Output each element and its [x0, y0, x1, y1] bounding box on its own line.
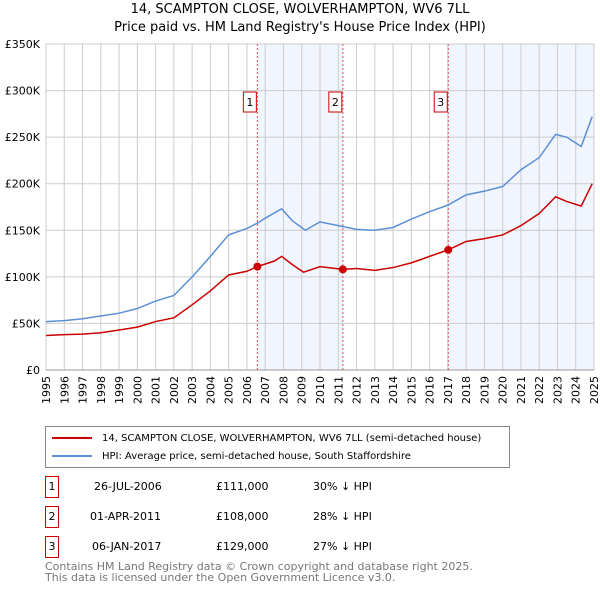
y-tick-label: £0 — [26, 364, 40, 377]
footer-licence: This data is licensed under the Open Gov… — [45, 571, 396, 584]
chart-subtitle: Price paid vs. HM Land Registry's House … — [114, 20, 486, 35]
y-tick-label: £50K — [12, 317, 41, 330]
transaction-hpi: 28% ↓ HPI — [313, 510, 372, 523]
y-tick-label: £300K — [5, 85, 41, 98]
x-tick-label: 1998 — [95, 376, 108, 404]
x-tick-label: 1997 — [77, 376, 90, 404]
x-tick-label: 2014 — [387, 376, 400, 404]
x-tick-label: 1995 — [40, 376, 53, 404]
legend: 14, SCAMPTON CLOSE, WOLVERHAMPTON, WV6 7… — [45, 426, 510, 468]
transaction-marker: 1 — [45, 476, 59, 498]
hpi-line — [45, 116, 593, 323]
x-tick-label: 2022 — [533, 376, 546, 404]
x-tick-label: 2001 — [150, 376, 163, 404]
sale-point — [338, 265, 347, 274]
transaction-price: £129,000 — [216, 540, 269, 553]
transaction-row: 2 01-APR-2011 £108,000 28% ↓ HPI — [45, 506, 465, 528]
x-tick-label: 1999 — [113, 376, 126, 404]
sale-point — [253, 262, 262, 271]
x-tick-label: 2008 — [277, 376, 290, 404]
sale-label-box — [328, 91, 343, 113]
x-tick-label: 2018 — [460, 376, 473, 404]
transaction-date: 01-APR-2011 — [90, 510, 162, 523]
x-tick-label: 2006 — [241, 376, 254, 404]
x-tick-label: 2005 — [223, 376, 236, 404]
y-tick-label: £350K — [5, 38, 41, 51]
legend-item-hpi: HPI: Average price, semi-detached house,… — [52, 448, 411, 464]
x-tick-label: 2015 — [405, 376, 418, 404]
chart-title: 14, SCAMPTON CLOSE, WOLVERHAMPTON, WV6 7… — [130, 2, 470, 17]
transaction-date: 26-JUL-2006 — [94, 480, 162, 493]
sale-label: 2 — [332, 96, 339, 109]
transaction-date: 06-JAN-2017 — [92, 540, 162, 553]
y-tick-label: £150K — [5, 224, 41, 237]
sale-label-box — [242, 91, 257, 113]
sale-label: 3 — [437, 96, 444, 109]
sale-label: 1 — [246, 96, 253, 109]
legend-swatch-red — [52, 437, 92, 439]
x-tick-label: 2002 — [168, 376, 181, 404]
legend-label: 14, SCAMPTON CLOSE, WOLVERHAMPTON, WV6 7… — [102, 432, 482, 444]
transaction-row: 3 06-JAN-2017 £129,000 27% ↓ HPI — [45, 536, 465, 558]
property-price-line — [45, 183, 593, 337]
legend-swatch-blue — [52, 455, 92, 457]
price-chart: £0 £50K £100K £150K £200K £250K £300K £350K 1995… — [5, 38, 600, 404]
transaction-row: 1 26-JUL-2006 £111,000 30% ↓ HPI — [45, 476, 465, 498]
x-tick-label: 2024 — [570, 376, 583, 404]
x-tick-label: 1996 — [58, 376, 71, 404]
x-tick-label: 2016 — [424, 376, 437, 404]
x-tick-label: 2020 — [497, 376, 510, 404]
x-tick-label: 2007 — [259, 376, 272, 404]
x-tick-label: 2003 — [186, 376, 199, 404]
x-tick-label: 2021 — [515, 376, 528, 404]
transaction-price: £111,000 — [216, 480, 269, 493]
x-tick-label: 2009 — [296, 376, 309, 404]
y-tick-label: £200K — [5, 178, 41, 191]
x-tick-label: 2011 — [332, 376, 345, 404]
x-tick-label: 2004 — [204, 376, 217, 404]
legend-item-property: 14, SCAMPTON CLOSE, WOLVERHAMPTON, WV6 7… — [52, 430, 481, 446]
legend-label: HPI: Average price, semi-detached house,… — [102, 450, 411, 462]
x-tick-label: 2017 — [442, 376, 455, 404]
x-tick-label: 2025 — [588, 376, 600, 404]
x-tick-label: 2010 — [314, 376, 327, 404]
sale-label-box — [433, 91, 448, 113]
transaction-hpi: 27% ↓ HPI — [313, 540, 372, 553]
y-tick-label: £100K — [5, 271, 41, 284]
x-tick-label: 2023 — [551, 376, 564, 404]
x-tick-label: 2000 — [131, 376, 144, 404]
x-tick-label: 2019 — [478, 376, 491, 404]
transaction-price: £108,000 — [216, 510, 269, 523]
x-tick-label: 2012 — [351, 376, 364, 404]
sale-point — [444, 245, 453, 254]
y-tick-label: £250K — [5, 131, 41, 144]
transaction-marker: 3 — [45, 536, 59, 558]
transaction-hpi: 30% ↓ HPI — [313, 480, 372, 493]
transaction-marker: 2 — [45, 506, 59, 528]
footer-copyright: Contains HM Land Registry data © Crown c… — [45, 560, 473, 573]
x-tick-label: 2013 — [369, 376, 382, 404]
